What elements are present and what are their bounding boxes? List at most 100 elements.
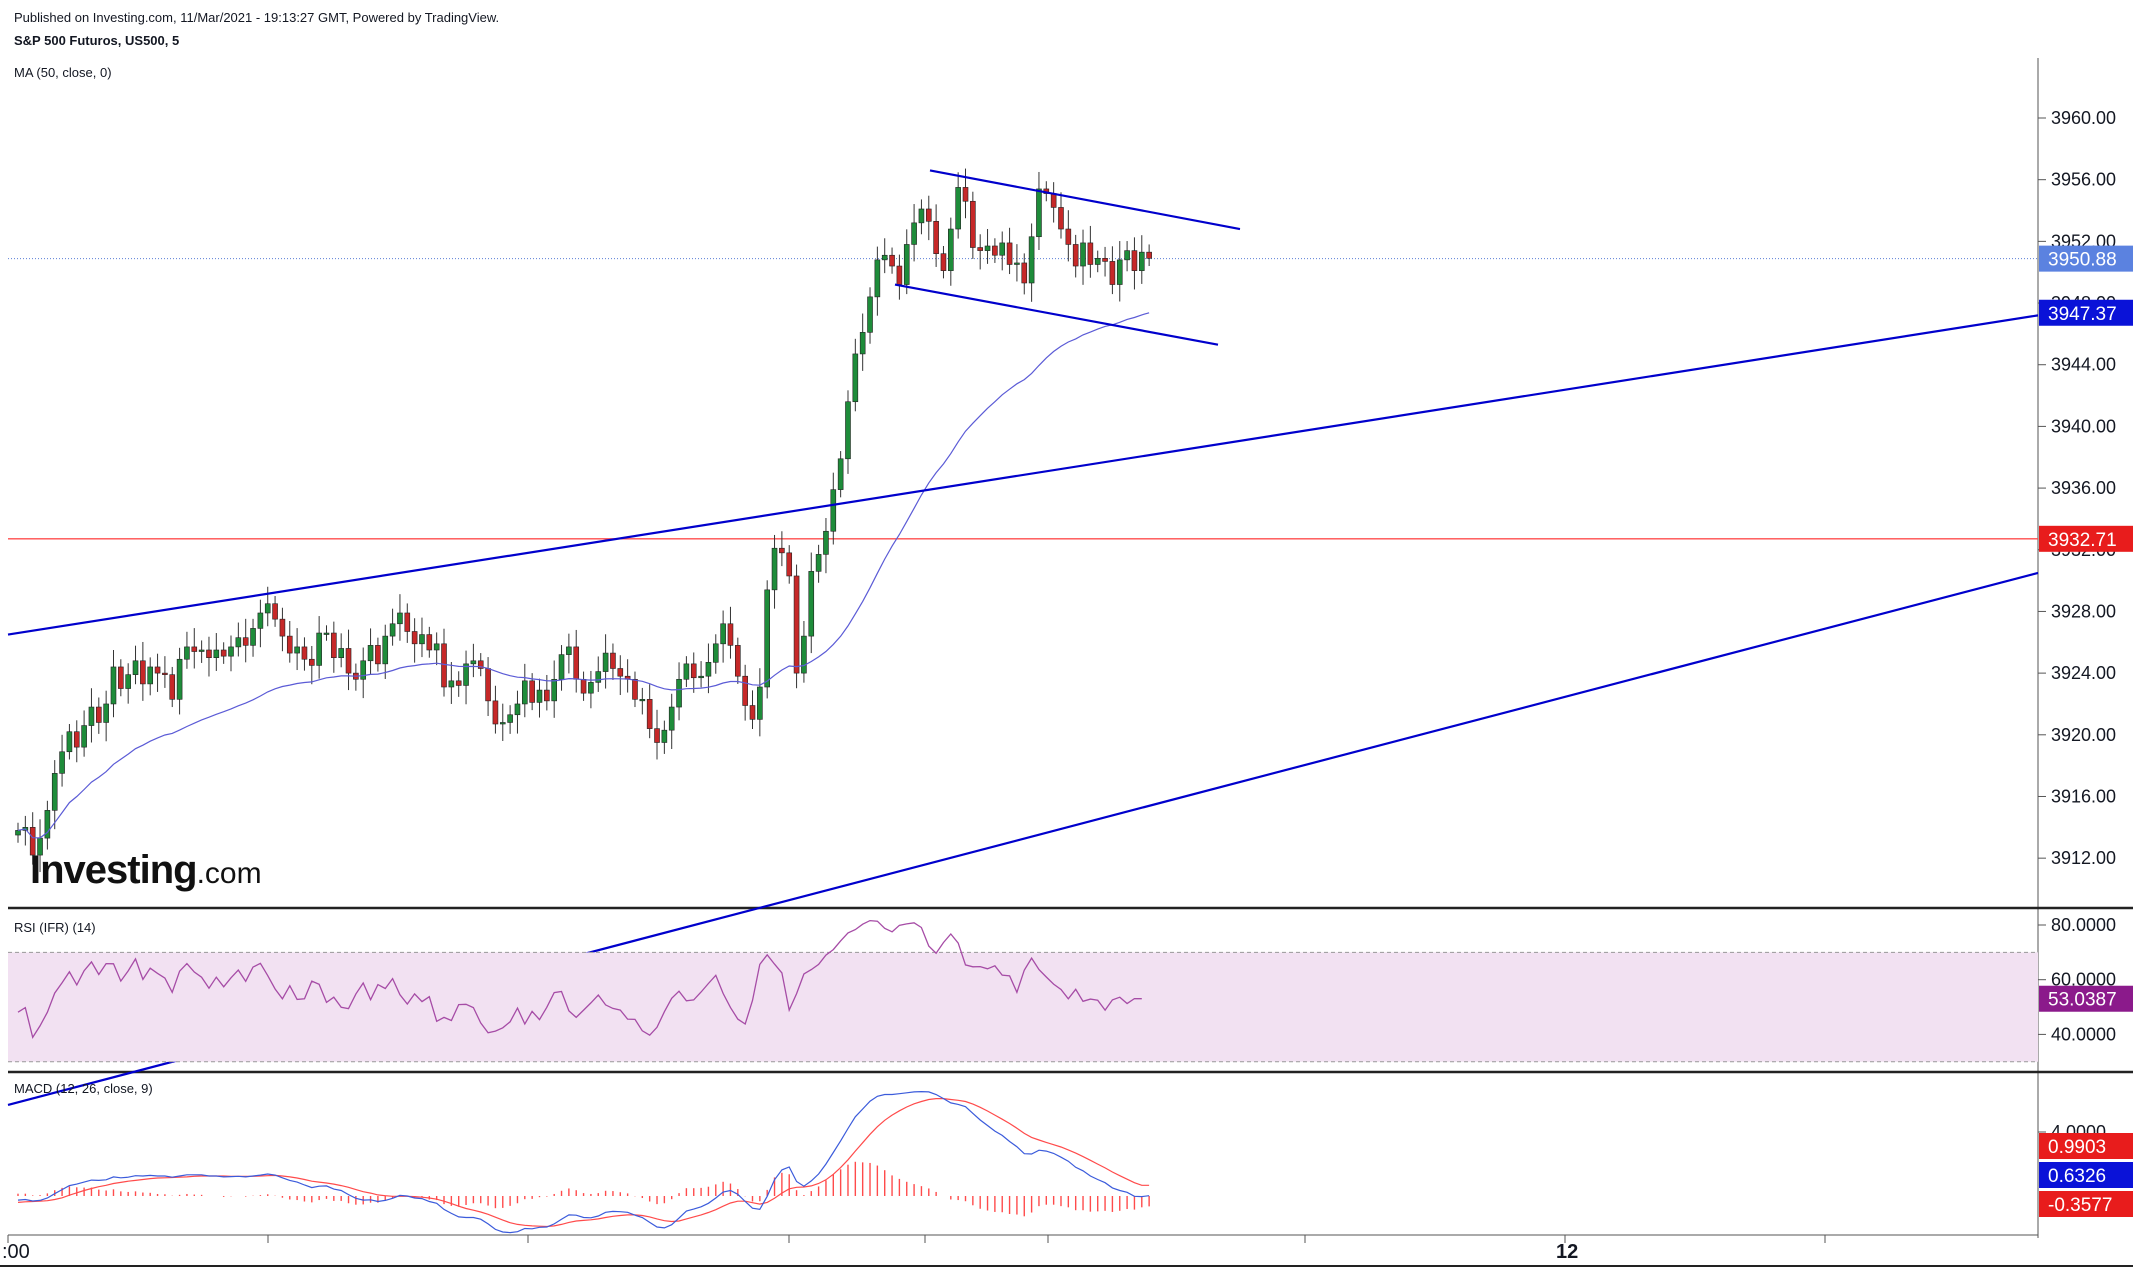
support-value-label-bg [2039,525,2133,552]
price-tick-label: 3944.00 [2051,355,2116,375]
candle-body [1058,207,1064,230]
candle-body [573,646,580,680]
candle-body [1094,258,1101,265]
candle-body [1006,242,1013,265]
candle-body [331,632,337,659]
candle-body [118,666,124,689]
candle-body [360,660,367,680]
candle-body [455,680,462,686]
candle-body [1065,228,1072,245]
candle-body [992,245,998,256]
candle-body [668,706,675,731]
candle-body [272,603,278,620]
candle-body [59,751,65,774]
candle-body [485,668,491,702]
price-tick-label: 3924.00 [2051,663,2116,683]
candle-body [66,731,73,753]
candle-body [1036,188,1042,238]
candle-body [382,635,389,665]
symbol-title: S&P 500 Futuros, US500, 5 [14,33,180,48]
rsi-tick-label: 40.0000 [2051,1024,2116,1044]
candle-body [984,245,991,251]
rsi-indicator-label[interactable]: RSI (IFR) (14) [14,920,96,935]
candle-body [544,689,550,702]
candle-body [1116,259,1123,285]
candle-body [433,643,440,651]
candle-body [705,662,712,677]
candle-body [499,722,506,725]
candle-body [779,547,785,554]
candle-body [1072,244,1079,267]
candle-body [213,649,220,658]
candle-body [316,632,322,666]
candle-body [1102,258,1108,262]
candle-body [279,618,286,637]
ma-value-label: 3947.37 [2048,304,2117,325]
candle-body [1138,251,1145,271]
candle-body [852,353,859,403]
support-value-label: 3932.71 [2048,530,2117,551]
candle-body [889,254,895,267]
candle-body [632,678,638,700]
candle-body [955,187,961,230]
candle-body [264,603,271,614]
candle-body [514,703,521,716]
candle-body [206,649,212,658]
candle-body [1146,251,1152,259]
candle-body [169,674,176,700]
candle-body [712,643,719,663]
candle-body [147,666,154,685]
rsi-value-label-bg [2039,985,2133,1012]
candle-body [610,652,616,669]
candle-body [294,646,300,654]
candle-body [786,552,793,577]
candle-body [44,810,51,839]
macd-signal-line [17,1097,1150,1228]
candle-body [375,645,381,665]
candle-body [764,589,770,688]
candle-body [338,648,344,658]
candle-body [830,489,837,532]
ma-indicator-label[interactable]: MA (50, close, 0) [14,65,112,80]
candle-body [507,714,513,723]
candle-body [977,247,983,251]
price-tick-label: 3940.00 [2051,416,2116,436]
candle-body [837,458,844,490]
candle-body [198,649,205,652]
candle-body [867,296,873,333]
candle-body [88,706,95,726]
price-tick-label: 3928.00 [2051,601,2116,621]
candle-body [154,666,161,674]
macd-histogram-group [17,1161,1150,1217]
candle-body [727,623,734,646]
candle-body [448,680,455,688]
candle-body [51,773,58,811]
candle-body [911,222,917,245]
candle-body [595,671,602,683]
published-note: Published on Investing.com, 11/Mar/2021 … [14,10,500,25]
candle-body [397,612,403,625]
macd-indicator-label[interactable]: MACD (12, 26, close, 9) [14,1081,153,1096]
candle-body [698,675,704,679]
price-tick-label: 3956.00 [2051,170,2116,190]
candle-body [404,612,411,632]
candle-body [389,623,396,637]
ma-value-label-bg [2039,299,2133,326]
candle-body [95,706,102,723]
candle-body [323,632,330,635]
candle-body [1014,262,1020,265]
price-tick-label: 3936.00 [2051,478,2116,498]
candle-body [286,635,293,654]
candle-body [676,678,682,708]
candle-body [588,682,594,694]
candle-body [1131,250,1138,271]
candle-body [948,228,954,271]
candle-body [742,675,748,706]
candle-body [970,200,976,248]
candle-body [15,830,21,836]
macd-hist-label: -0.3577 [2048,1195,2112,1216]
candle-body [1021,262,1028,284]
candle-body [566,646,572,655]
